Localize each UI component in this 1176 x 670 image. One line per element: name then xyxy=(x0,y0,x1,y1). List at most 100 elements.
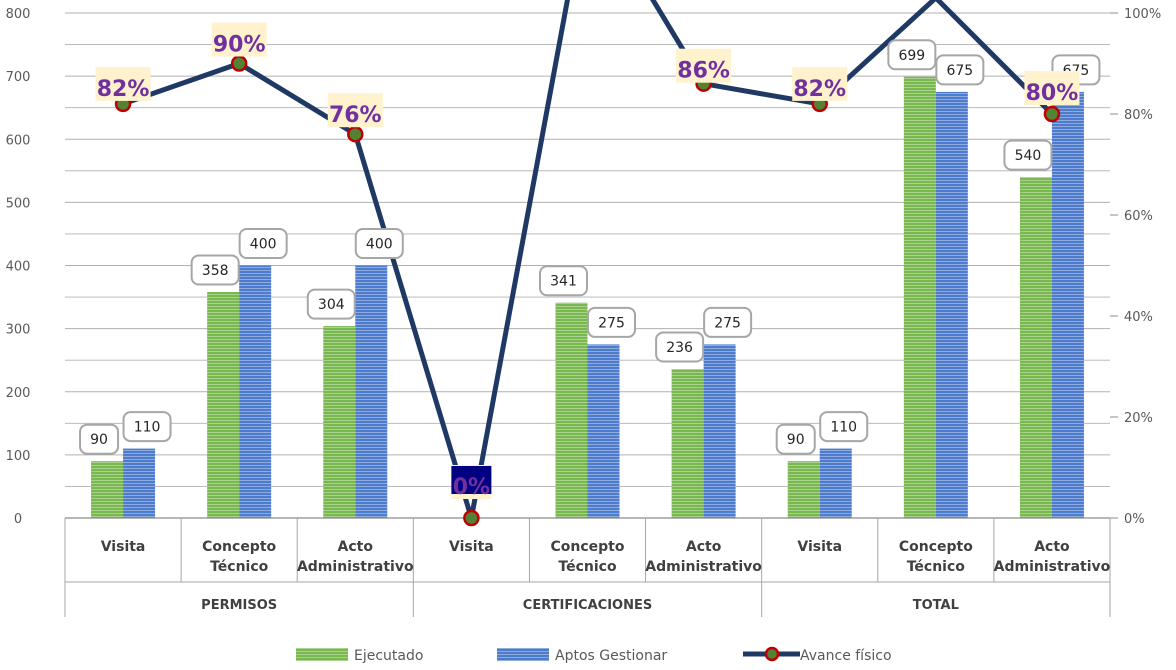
marker-avance-fisico xyxy=(230,55,248,72)
bar-aptos-gestionar xyxy=(355,265,388,518)
data-label-aptos-gestionar: 400 xyxy=(366,237,393,253)
data-label-ejecutado-box xyxy=(79,423,120,455)
x-category-label: Técnico xyxy=(907,559,966,575)
bar-aptos-gestionar xyxy=(587,344,620,518)
bar-ejecutado xyxy=(323,326,356,518)
y-right-tick-label: 40% xyxy=(1124,310,1153,325)
legend-label-avance-fisico: Avance físico xyxy=(800,648,892,664)
data-label-aptos-gestionar: 400 xyxy=(250,237,277,253)
data-label-ejecutado-box xyxy=(887,39,937,71)
data-label-ejecutado: 358 xyxy=(202,263,229,279)
data-label-ejecutado-box xyxy=(306,288,356,320)
line-data-label: 82% xyxy=(97,77,150,102)
data-label-aptos-gestionar-box xyxy=(122,411,172,443)
x-category-label: Visita xyxy=(797,539,842,555)
x-category-label: Acto xyxy=(686,539,722,555)
data-label-ejecutado-box xyxy=(655,331,705,363)
y-left-tick-label: 0 xyxy=(14,512,22,527)
data-label-aptos-gestionar-box xyxy=(703,306,753,338)
line-data-label: 76% xyxy=(329,103,382,128)
data-label-aptos-gestionar-box xyxy=(354,228,404,259)
x-category-label: Visita xyxy=(101,539,146,555)
line-data-label: 86% xyxy=(677,59,730,84)
marker-avance-fisico xyxy=(1043,105,1061,123)
y-left-tick-label: 400 xyxy=(6,260,31,275)
x-category-label: Acto xyxy=(338,539,374,555)
x-group-label: TOTAL xyxy=(913,598,959,613)
bar-ejecutado xyxy=(207,292,240,518)
data-label-aptos-gestionar: 675 xyxy=(946,63,973,79)
y-right-tick-label: 80% xyxy=(1124,108,1153,123)
x-category-label: Concepto xyxy=(202,539,276,555)
line-label-highlight xyxy=(451,466,492,494)
data-label-aptos-gestionar-box xyxy=(238,228,288,259)
y-left-tick-label: 700 xyxy=(6,70,31,85)
bar-ejecutado xyxy=(903,76,936,518)
y-left-tick-label: 200 xyxy=(6,386,31,401)
data-label-aptos-gestionar: 110 xyxy=(134,420,161,436)
bar-ejecutado xyxy=(671,369,704,518)
data-label-aptos-gestionar-box xyxy=(819,411,869,443)
data-label-ejecutado: 90 xyxy=(787,432,805,448)
x-category-label: Concepto xyxy=(899,539,973,555)
data-label-ejecutado-box xyxy=(775,423,816,455)
x-category-label: Técnico xyxy=(210,559,269,575)
data-label-ejecutado: 540 xyxy=(1015,148,1042,164)
data-label-aptos-gestionar-box xyxy=(935,54,985,86)
data-label-ejecutado: 304 xyxy=(318,297,345,313)
data-label-aptos-gestionar: 275 xyxy=(598,315,625,331)
legend-marker-avance-fisico xyxy=(764,646,780,662)
legend-label-ejecutado: Ejecutado xyxy=(354,648,423,664)
bar-aptos-gestionar xyxy=(819,448,852,518)
x-category-label: Técnico xyxy=(558,559,617,575)
y-right-tick-label: 0% xyxy=(1124,512,1145,527)
data-label-ejecutado-box xyxy=(190,254,240,286)
legend-swatch-aptos-gestionar xyxy=(497,648,549,661)
line-avance-fisico xyxy=(122,0,1054,521)
marker-avance-fisico xyxy=(347,125,364,143)
line-label-box xyxy=(211,22,267,57)
data-label-ejecutado: 236 xyxy=(666,340,693,356)
data-label-ejecutado: 699 xyxy=(898,48,925,64)
x-category-label: Administrativo xyxy=(994,559,1111,575)
bar-aptos-gestionar xyxy=(239,265,272,518)
line-data-label: 80% xyxy=(1026,81,1079,106)
y-left-tick-label: 600 xyxy=(6,133,31,148)
bar-ejecutado xyxy=(787,461,820,518)
data-label-ejecutado: 341 xyxy=(550,274,577,290)
data-label-ejecutado-box xyxy=(539,265,588,297)
line-data-label: 82% xyxy=(793,77,846,102)
y-left-tick-label: 800 xyxy=(6,7,31,22)
data-label-aptos-gestionar-box xyxy=(587,306,636,338)
line-label-box xyxy=(95,66,151,101)
y-left-tick-label: 500 xyxy=(6,196,31,211)
x-category-label: Administrativo xyxy=(297,559,414,575)
data-label-aptos-gestionar: 275 xyxy=(714,315,741,331)
bar-aptos-gestionar xyxy=(1051,91,1084,518)
bar-aptos-gestionar xyxy=(703,344,736,518)
bar-ejecutado xyxy=(1019,177,1052,518)
x-category-label: Administrativo xyxy=(645,559,762,575)
marker-avance-fisico xyxy=(463,509,480,527)
y-right-tick-label: 60% xyxy=(1124,209,1153,224)
x-group-label: CERTIFICACIONES xyxy=(523,598,652,613)
x-category-label: Visita xyxy=(449,539,494,555)
x-category-label: Acto xyxy=(1034,539,1070,555)
bar-aptos-gestionar xyxy=(123,448,156,518)
y-right-tick-label: 100% xyxy=(1124,7,1161,22)
bar-aptos-gestionar xyxy=(935,91,968,518)
bar-ejecutado xyxy=(91,461,124,518)
legend-swatch-ejecutado xyxy=(296,648,348,661)
data-label-aptos-gestionar: 110 xyxy=(830,420,857,436)
data-label-ejecutado-box xyxy=(1003,139,1053,171)
y-left-tick-label: 300 xyxy=(6,323,31,338)
line-label-box xyxy=(327,93,383,128)
y-right-tick-label: 20% xyxy=(1124,411,1153,426)
x-group-label: PERMISOS xyxy=(201,598,277,613)
line-label-box xyxy=(1024,71,1080,105)
line-label-box xyxy=(676,48,732,83)
y-left-tick-label: 100 xyxy=(6,449,31,464)
x-category-label: Concepto xyxy=(551,539,625,555)
